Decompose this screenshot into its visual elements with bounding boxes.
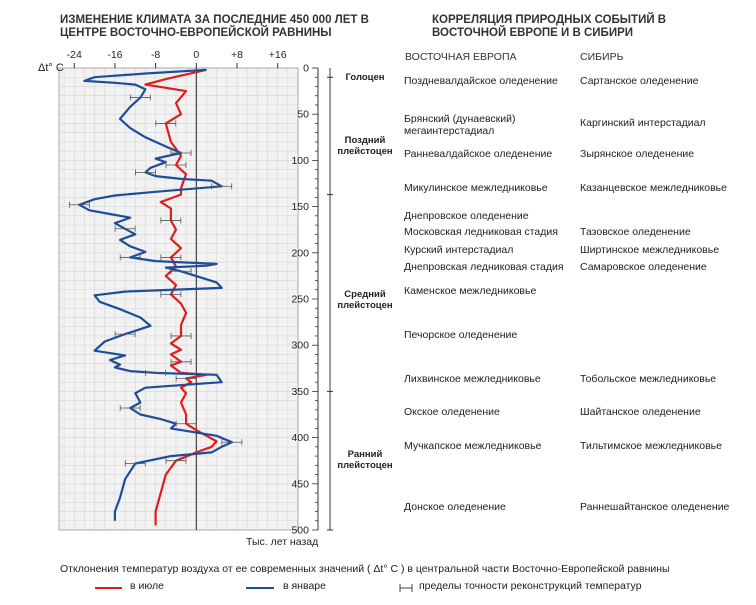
footnote-suffix: ) в центральной части Восточно-Европейск… <box>400 563 670 575</box>
event-label: Московская ледниковая стадия <box>404 225 558 238</box>
x-tick-label: -8 <box>151 49 160 61</box>
event-label: Тильтимское межледниковье <box>580 439 722 452</box>
x-tick-label: 0 <box>193 49 199 61</box>
period-label: Средний плейстоцен <box>337 289 393 312</box>
footnote: Отклонения температур воздуха от ее совр… <box>60 563 670 575</box>
climate-chart: -24 -16 -8 0 +8 +16 Δt° C 0 50 100 150 200 250 300 350… <box>38 49 333 537</box>
time-tick-label: 250 <box>291 294 309 306</box>
event-label: Днепровская ледниковая стадия <box>404 260 564 273</box>
time-tick-label: 150 <box>291 201 309 213</box>
time-tick-label: 200 <box>291 247 309 259</box>
legend-error-label: пределы точности реконструкций температу… <box>419 580 642 592</box>
legend-july-swatch <box>95 587 122 589</box>
time-tick-label: 400 <box>291 432 309 444</box>
event-label: Микулинское межледниковье <box>404 182 548 195</box>
period-label: Голоцен <box>345 72 385 84</box>
x-tick-label: -24 <box>67 49 82 61</box>
event-label: Ранневалдайское оледенение <box>404 147 553 160</box>
event-label: Мучкапское межледниковье <box>404 439 542 452</box>
footnote-unit: Δt° C <box>373 563 399 575</box>
time-tick-label: 500 <box>291 525 309 537</box>
column-head-east-europe: ВОСТОЧНАЯ ЕВРОПА <box>405 51 517 63</box>
period-label: Ранний плейстоцен <box>337 449 393 472</box>
x-axis-label: Δt° C <box>38 62 64 74</box>
event-label: Лихвинское межледниковье <box>404 373 541 386</box>
event-label: Шайтанское оледенение <box>580 405 701 418</box>
event-label: Брянский (дунаевский) мегаинтерстадиал <box>404 112 516 137</box>
period-label: Поздний плейстоцен <box>337 135 393 158</box>
column-head-siberia: СИБИРЬ <box>580 51 624 63</box>
time-tick-label: 0 <box>303 63 309 75</box>
event-label: Сартанское оледенение <box>580 74 699 87</box>
event-label: Казанцевское межледниковье <box>580 182 727 195</box>
event-label: Тобольское межледниковье <box>580 373 717 386</box>
legend-error-bar-icon <box>399 584 413 592</box>
y-axis-label: Тыс. лет назад <box>246 536 319 548</box>
x-tick-label: +8 <box>231 49 243 61</box>
time-tick-label: 350 <box>291 386 309 398</box>
correlation-title: КОРРЕЛЯЦИЯ ПРИРОДНЫХ СОБЫТИЙ В ВОСТОЧНОЙ… <box>432 14 667 39</box>
series-line-january <box>78 68 233 521</box>
event-label: Поздневалдайское оледенение <box>404 74 558 87</box>
event-label: Донское оледенение <box>404 500 506 513</box>
time-tick-label: 100 <box>291 155 309 167</box>
event-label: Ширтинское межледниковье <box>580 244 720 257</box>
event-label: Каргинский интерстадиал <box>580 117 706 130</box>
time-tick-label: 300 <box>291 340 309 352</box>
legend-july-label: в июле <box>130 580 164 592</box>
event-label: Самаровское оледенение <box>580 260 707 273</box>
event-label: Окское оледенение <box>404 405 500 418</box>
event-label: Раннешайтанское оледенение <box>580 500 730 513</box>
event-label: Каменское межледниковье <box>404 284 537 297</box>
footnote-prefix: Отклонения температур воздуха от ее совр… <box>60 563 371 575</box>
event-label: Зырянское оледенение <box>580 147 695 160</box>
x-tick-label: -16 <box>107 49 122 61</box>
event-label: Печорское оледенение <box>404 329 518 342</box>
legend-january-swatch <box>246 587 274 589</box>
x-tick-label: +16 <box>269 49 287 61</box>
event-label: Курский интерстадиал <box>404 244 514 257</box>
event-label: Днепровское оледенение <box>404 209 529 222</box>
legend-january-label: в январе <box>283 580 326 592</box>
event-label: Тазовское оледенение <box>580 225 691 238</box>
time-tick-label: 450 <box>291 478 309 490</box>
time-tick-label: 50 <box>297 109 309 121</box>
chart-title: ИЗМЕНЕНИЕ КЛИМАТА ЗА ПОСЛЕДНИЕ 450 000 Л… <box>60 14 369 39</box>
plot-border <box>58 67 299 531</box>
